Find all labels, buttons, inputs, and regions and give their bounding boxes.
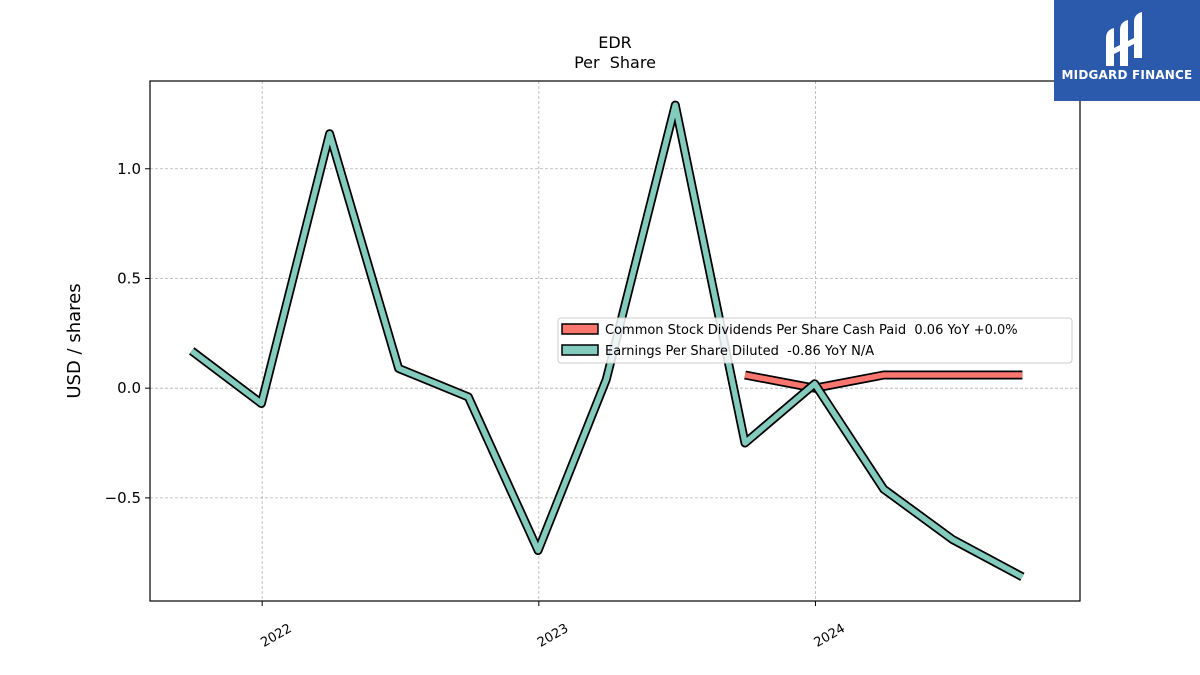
legend-box [557,317,1073,364]
chart-title: EDR [598,33,632,52]
logo-mark-icon [1106,12,1142,66]
legend-label: Common Stock Dividends Per Share Cash Pa… [605,323,1018,338]
legend-label: Earnings Per Share Diluted -0.86 YoY N/A [605,344,874,359]
y-tick-label: 0.5 [117,269,141,287]
y-axis-ticks: −0.5 0.0 0.5 1.0 [105,160,150,507]
legend-swatch [561,344,599,356]
x-tick-label: 2023 [535,621,571,651]
y-tick-label: 0.0 [117,379,141,397]
x-tick-label: 2022 [258,621,294,651]
x-tick-label: 2024 [812,621,848,651]
y-axis-label: USD / shares [64,283,85,398]
series-lines [188,100,1025,581]
legend-swatch [561,323,599,335]
legend: Common Stock Dividends Per Share Cash Pa… [557,317,1073,364]
brand-logo: MIDGARD FINANCE [1054,0,1200,101]
logo-text: MIDGARD FINANCE [1061,68,1193,82]
y-tick-label: 1.0 [117,160,141,178]
x-axis-ticks: 2022 2023 2024 [258,601,848,651]
grid-lines [150,81,1080,601]
chart-subtitle: Per Share [574,53,656,72]
y-tick-label: −0.5 [105,489,141,507]
plot-frame [149,80,1081,602]
